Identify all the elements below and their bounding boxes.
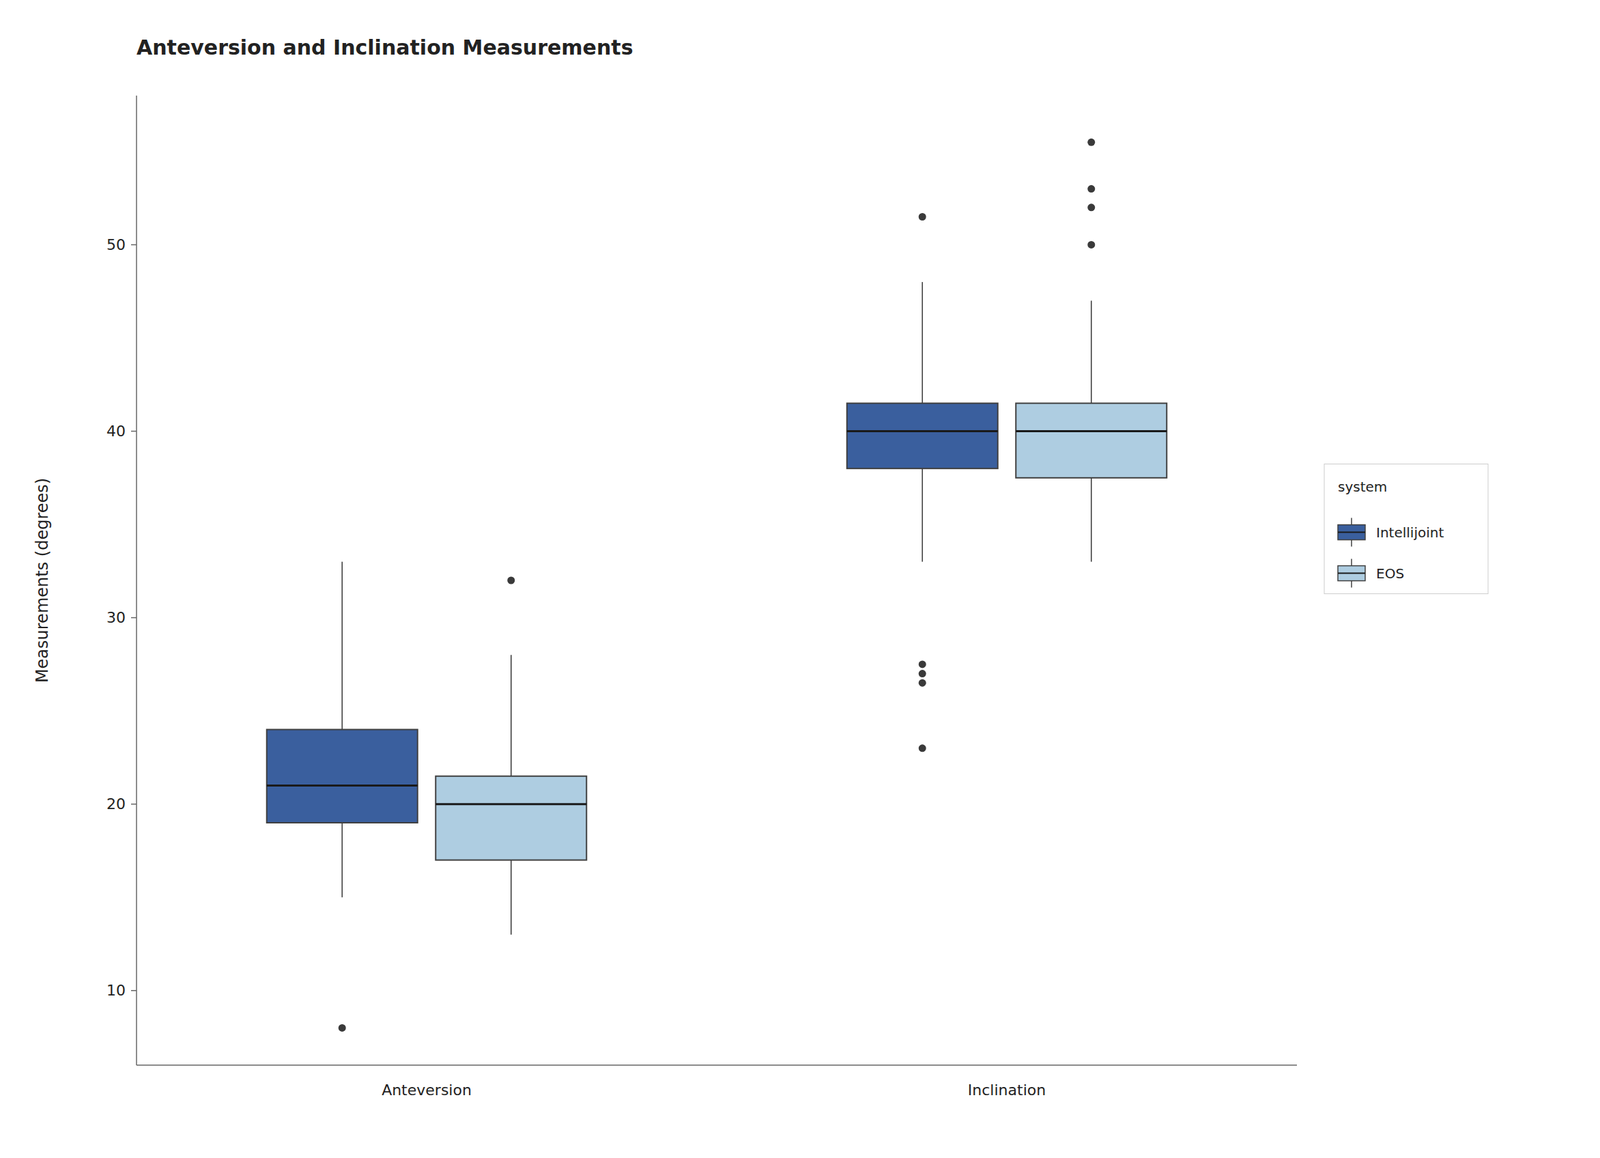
outlier [918,669,927,678]
x-tick-label: Inclination [967,1081,1046,1099]
lower-whisker [510,860,512,935]
y-axis-line [135,95,138,1065]
outlier [1087,203,1095,211]
y-tick-label: 30 [106,608,126,626]
y-tick [131,803,137,805]
box [266,729,418,823]
legend-box [1337,524,1366,540]
background [0,0,1600,1158]
upper-whisker [921,281,923,403]
median [266,784,418,787]
lower-whisker [1090,477,1093,562]
x-axis-line [136,1064,1297,1066]
legend-median [1337,572,1366,575]
legend-icon [1337,518,1366,547]
y-tick-label: 40 [106,422,126,440]
median [435,802,587,805]
legend-label: EOS [1376,565,1405,582]
y-tick [131,244,137,246]
outlier [918,744,927,752]
series [435,138,1167,935]
upper-whisker [1090,300,1093,403]
y-tick [131,617,137,619]
y-tick-label: 10 [106,981,126,999]
outlier [1087,184,1095,193]
median [847,430,998,433]
y-axis-label: Measurements (degrees) [32,477,52,683]
legend-median [1337,531,1366,534]
lower-whisker [341,822,343,897]
outlier [918,212,927,221]
legend-icon [1337,559,1366,588]
outlier [918,679,927,687]
legend-frame [1324,464,1489,594]
outlier [507,576,515,585]
marks [266,138,1168,1032]
legend-label: Intellijoint [1376,524,1444,541]
chart: Anteversion and Inclination Measurements… [0,0,1600,1158]
title: Anteversion and Inclination Measurements [136,35,634,60]
box [1015,403,1167,478]
y-tick-label: 20 [106,795,126,813]
y-tick [131,989,137,992]
median [1015,430,1167,433]
box [435,776,587,861]
outlier [338,1023,347,1032]
y-tick [131,430,137,433]
outlier [1087,138,1095,147]
lower-whisker [921,468,923,562]
outlier [1087,240,1095,249]
upper-whisker [341,561,343,730]
axes: 10 20 30 40 50 Anteversion Inclination [106,95,1297,1099]
outlier [918,660,927,668]
upper-whisker [510,654,512,776]
x-tick-label: Anteversion [381,1081,472,1099]
legend-box [1337,565,1366,581]
y-tick-label: 50 [106,236,126,254]
legend-title: system [1337,478,1388,495]
legend: system Intellijoint EOS [1324,464,1489,594]
box [847,403,998,469]
series [266,212,998,1032]
